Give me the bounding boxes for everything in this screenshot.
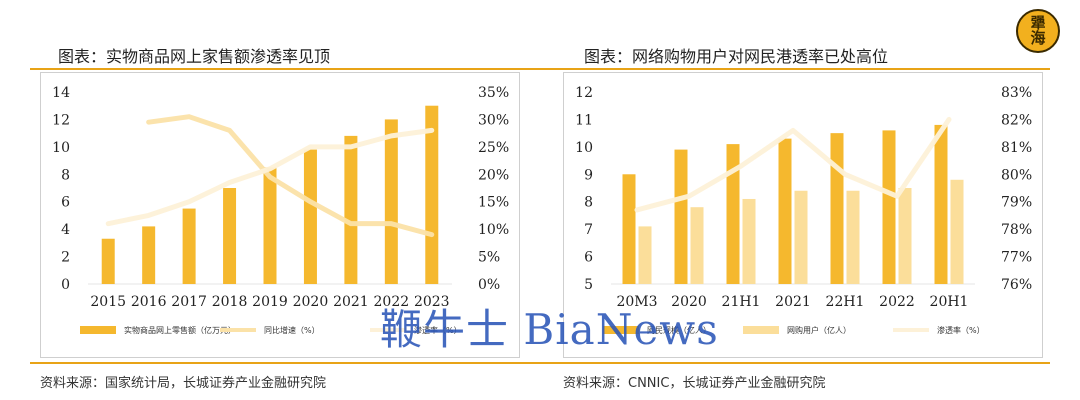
right-line-1 <box>634 116 952 213</box>
left-x-tick: 2018 <box>212 294 248 310</box>
right-bar-2 <box>638 226 652 284</box>
left-y-right-tick: 5% <box>478 250 500 266</box>
left-bar-1 <box>425 105 439 284</box>
left-y-right-tick: 10% <box>478 222 509 238</box>
left-y-left-tick: 4 <box>61 222 70 238</box>
right-bar-1 <box>882 130 896 284</box>
right-legend-swatch <box>743 326 779 334</box>
right-legend-label: 网民规模（亿人） <box>647 325 711 335</box>
right-chart-title: 图表：网络购物用户对网民港透率已处高位 <box>584 47 889 66</box>
right-bar-1 <box>726 144 740 284</box>
left-y-left-tick: 0 <box>61 277 70 293</box>
left-y-left-tick: 8 <box>61 167 70 183</box>
left-chart: 0 2 4 6 8 10 12 14 0% 5% 10% 15% 20% 25% 30% 35% 2015 201… <box>40 72 520 358</box>
right-bar-2 <box>794 190 808 284</box>
right-y-right-tick: 83% <box>1001 85 1032 101</box>
left-x-tick: 2023 <box>414 294 450 310</box>
right-bar-2 <box>950 179 964 284</box>
right-x-tick: 20H1 <box>930 294 969 310</box>
right-bar-2 <box>898 188 912 284</box>
top-rule <box>30 68 1050 70</box>
left-y-left-tick: 6 <box>61 195 70 211</box>
left-source-note: 资料来源：国家统计局，长城证券产业金融研究院 <box>40 376 327 391</box>
left-y-right-tick: 35% <box>478 85 509 101</box>
right-x-tick: 20M3 <box>616 294 657 310</box>
right-source-note: 资料来源：CNNIC，长城证券产业金融研究院 <box>563 376 826 391</box>
right-x-tick: 2022 <box>879 294 915 310</box>
right-bar-1 <box>674 149 688 284</box>
right-x-tick: 2020 <box>671 294 707 310</box>
left-y-left-tick: 2 <box>61 250 70 266</box>
right-bar-1 <box>622 174 636 284</box>
right-legend-label: 网购用户（亿人） <box>787 325 851 335</box>
left-legend-label: 实物商品网上零售额（亿万元） <box>124 325 236 335</box>
left-y-right-tick: 25% <box>478 140 509 156</box>
right-y-right-tick: 78% <box>1001 222 1032 238</box>
left-x-tick: 2022 <box>374 294 410 310</box>
right-y-left-tick: 9 <box>584 167 593 183</box>
left-frame <box>40 72 520 358</box>
right-y-right-tick: 82% <box>1001 112 1032 128</box>
left-legend-swatch <box>80 326 116 334</box>
right-y-left-tick: 8 <box>584 195 593 211</box>
left-line-1 <box>146 114 435 238</box>
left-legend-label: 同比增速（%） <box>264 325 320 335</box>
right-y-right-tick: 80% <box>1001 167 1032 183</box>
left-x-tick: 2021 <box>333 294 369 310</box>
left-bar-1 <box>303 149 317 284</box>
right-bar-1 <box>830 133 844 284</box>
left-y-right-tick: 0% <box>478 277 500 293</box>
left-x-tick: 2020 <box>293 294 329 310</box>
left-bar-1 <box>142 226 156 284</box>
left-x-tick: 2017 <box>171 294 207 310</box>
right-legend-swatch <box>603 326 639 334</box>
left-legend-label: 渗透率（%） <box>414 325 462 335</box>
brand-logo-bottom: 海 <box>1030 29 1046 47</box>
right-chart: 5 6 7 8 9 10 11 12 76% 77% 78% 79% 80% 81% 82% 83% 20M3 2… <box>563 72 1043 358</box>
left-x-tick: 2015 <box>90 294 126 310</box>
right-x-tick: 22H1 <box>826 294 865 310</box>
right-bar-1 <box>778 138 792 284</box>
right-y-right-tick: 76% <box>1001 277 1032 293</box>
right-frame <box>563 72 1043 358</box>
right-y-left-tick: 10 <box>575 140 593 156</box>
left-bar-1 <box>384 119 398 284</box>
left-x-tick: 2019 <box>252 294 288 310</box>
left-bar-1 <box>223 188 237 284</box>
left-y-right-tick: 15% <box>478 195 509 211</box>
left-y-left-tick: 10 <box>52 140 70 156</box>
left-y-right-tick: 30% <box>478 112 509 128</box>
right-y-left-tick: 12 <box>575 85 593 101</box>
right-y-left-tick: 7 <box>584 222 593 238</box>
left-y-right-tick: 20% <box>478 167 509 183</box>
right-y-left-tick: 11 <box>575 112 593 128</box>
left-x-tick: 2016 <box>131 294 167 310</box>
right-bar-1 <box>934 124 948 284</box>
right-y-right-tick: 79% <box>1001 195 1032 211</box>
right-legend-label: 渗透率（%） <box>937 325 985 335</box>
watermark: 鞭牛士 BiaNews <box>380 305 719 354</box>
left-y-left-tick: 14 <box>52 85 70 101</box>
left-bar-1 <box>344 135 358 284</box>
left-bar-1 <box>101 238 115 284</box>
right-x-tick: 21H1 <box>722 294 761 310</box>
bottom-rule <box>30 362 1050 364</box>
right-y-right-tick: 77% <box>1001 250 1032 266</box>
left-y-left-tick: 12 <box>52 112 70 128</box>
right-bar-2 <box>742 198 756 284</box>
left-line-2 <box>105 127 435 227</box>
left-bar-1 <box>182 208 196 284</box>
brand-logo: 犟 海 <box>1016 9 1060 53</box>
left-chart-title: 图表：实物商品网上家售额渗透率见顶 <box>58 47 331 66</box>
right-bar-2 <box>846 190 860 284</box>
right-y-left-tick: 6 <box>584 250 593 266</box>
right-bar-2 <box>690 207 704 284</box>
right-y-left-tick: 5 <box>584 277 593 293</box>
left-bar-1 <box>263 167 277 284</box>
right-x-tick: 2021 <box>775 294 811 310</box>
brand-logo-top: 犟 <box>1030 14 1046 32</box>
right-y-right-tick: 81% <box>1001 140 1032 156</box>
